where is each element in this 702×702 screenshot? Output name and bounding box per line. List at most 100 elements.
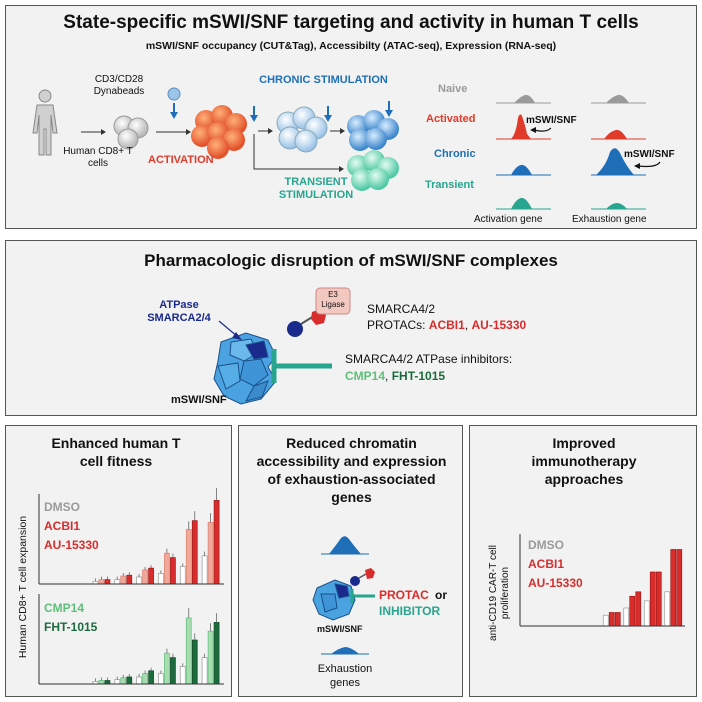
chronic-early-cluster (276, 106, 328, 153)
center-panel: Reduced chromatin accessibility and expr… (238, 425, 463, 697)
bar-acbi1-5 (185, 529, 192, 585)
e3-ligase-icon (315, 287, 351, 315)
middle-diagram (213, 287, 351, 405)
protac-line1: SMARCA4/2 (367, 302, 436, 316)
left-title: Enhanced human T cell fitness (51, 435, 181, 469)
left-legend-fht1015: FHT-1015 (44, 620, 98, 634)
protac-prefix: PROTACs: (367, 318, 426, 332)
swisnf-label-1: mSWI/SNF (526, 115, 577, 126)
middle-title: Pharmacologic disruption of mSWI/SNF com… (144, 251, 558, 270)
protac-acbi1: ACBI1 (428, 318, 465, 332)
bar-acbi1-1 (608, 612, 615, 627)
chart-car-t (602, 549, 683, 627)
left-legend-au15330: AU-15330 (44, 538, 99, 552)
left-chart (38, 487, 224, 685)
bar-au-15330-2 (126, 574, 133, 585)
center-complex-label: mSWI/SNF (317, 624, 363, 634)
right-legend-au15330: AU-15330 (528, 576, 583, 590)
protac-warhead-icon (287, 321, 303, 337)
bar-acbi1-4 (670, 549, 677, 627)
naive-tracks (496, 94, 646, 104)
e3-label: E3 Ligase (321, 290, 345, 309)
chart-upper (92, 487, 220, 585)
chronic-label: CHRONIC STIMULATION (259, 74, 388, 86)
human-icon (32, 89, 58, 156)
bar-dmso-1 (602, 614, 609, 627)
gene-label-exhaustion: Exhaustion gene (572, 214, 647, 225)
mini-complex-icon (312, 579, 356, 621)
center-diagram (312, 536, 375, 655)
right-legend-acbi1: ACBI1 (528, 557, 565, 571)
state-chronic: Chronic (434, 148, 476, 160)
bar-au-15330-5 (191, 520, 198, 585)
bar-acbi1-2 (120, 575, 127, 585)
top-diagram (32, 87, 661, 210)
swisnf-complex-icon (213, 332, 277, 405)
bar-cmp14-3 (142, 673, 148, 685)
protac-au15330: AU-15330 (471, 318, 527, 332)
left-legend-acbi1: ACBI1 (44, 519, 81, 533)
bar-acbi1-4 (164, 552, 170, 585)
right-chart (519, 534, 685, 627)
bar-dmso-3 (643, 600, 650, 627)
bar-acbi1-3 (649, 571, 656, 627)
transient-label: TRANSIENT STIMULATION (278, 176, 354, 201)
bar-cmp14-6 (207, 630, 214, 685)
exhaustion-peak-high (329, 536, 361, 554)
bar-dmso-4 (664, 591, 671, 627)
gene-label-activation: Activation gene (474, 214, 543, 225)
bar-acbi1-3 (142, 569, 148, 585)
inhibitor-fht1015: FHT-1015 (391, 369, 446, 383)
bar-fht-1015-4 (170, 657, 176, 685)
top-panel: State-specific mSWI/SNF targeting and ac… (5, 5, 697, 229)
bar-fht-1015-5 (191, 639, 198, 685)
bar-au-15330-1 (104, 579, 111, 585)
protac-line2: PROTACs: ACBI1, AU-15330 (367, 318, 526, 332)
bar-au-15330-2 (635, 591, 642, 627)
bar-dmso-4 (158, 573, 164, 585)
bar-acbi1-2 (629, 595, 636, 627)
bar-au-15330-1 (614, 612, 621, 627)
beads-label: CD3/CD28 Dynabeads (93, 74, 145, 97)
center-title: Reduced chromatin accessibility and expr… (256, 435, 447, 505)
inhibitor-cmp14: CMP14 (345, 369, 386, 383)
bar-dmso-2 (114, 679, 121, 685)
atpase-label: ATPase SMARCA2/4 (147, 299, 211, 324)
left-legend-dmso: DMSO (44, 500, 80, 514)
bead-icon (167, 87, 181, 101)
bar-au-15330-3 (148, 567, 154, 585)
middle-panel: Pharmacologic disruption of mSWI/SNF com… (5, 240, 697, 416)
bar-au-15330-4 (676, 549, 683, 627)
bar-cmp14-5 (185, 617, 192, 685)
center-genes-label: Exhaustion genes (317, 663, 373, 689)
right-title: Improved immunotherapy approaches (531, 435, 637, 487)
bar-dmso-5 (179, 566, 186, 585)
activation-label: ACTIVATION (148, 154, 214, 166)
state-transient: Transient (425, 179, 474, 191)
bar-dmso-2 (114, 579, 121, 585)
bar-fht-1015-1 (104, 680, 111, 685)
bar-cmp14-1 (98, 680, 105, 685)
inhibitor-names: CMP14, FHT-1015 (345, 369, 445, 383)
center-inhibitor: INHIBITOR (379, 604, 441, 618)
state-naive: Naive (438, 83, 468, 95)
bar-acbi1-6 (207, 522, 214, 585)
right-legend-dmso: DMSO (528, 538, 564, 552)
center-protac: PROTAC (379, 588, 429, 602)
bar-acbi1-1 (98, 579, 105, 585)
inhibitor-comma: , (385, 369, 389, 383)
activated-tracks (496, 114, 646, 140)
exhaustion-peak-low (331, 647, 359, 654)
bar-fht-1015-2 (126, 676, 133, 685)
bar-dmso-3 (136, 676, 142, 685)
bar-au-15330-6 (213, 500, 220, 585)
bar-dmso-2 (623, 607, 630, 627)
bar-fht-1015-6 (213, 622, 220, 685)
bar-dmso-4 (158, 673, 164, 685)
swisnf-label-2: mSWI/SNF (624, 149, 675, 160)
bar-dmso-6 (201, 657, 208, 685)
activated-cell-cluster (191, 105, 247, 159)
bar-dmso-3 (136, 576, 142, 585)
top-subtitle: mSWI/SNF occupancy (CUT&Tag), Accessibil… (145, 40, 557, 52)
protac-comma: , (464, 318, 469, 332)
